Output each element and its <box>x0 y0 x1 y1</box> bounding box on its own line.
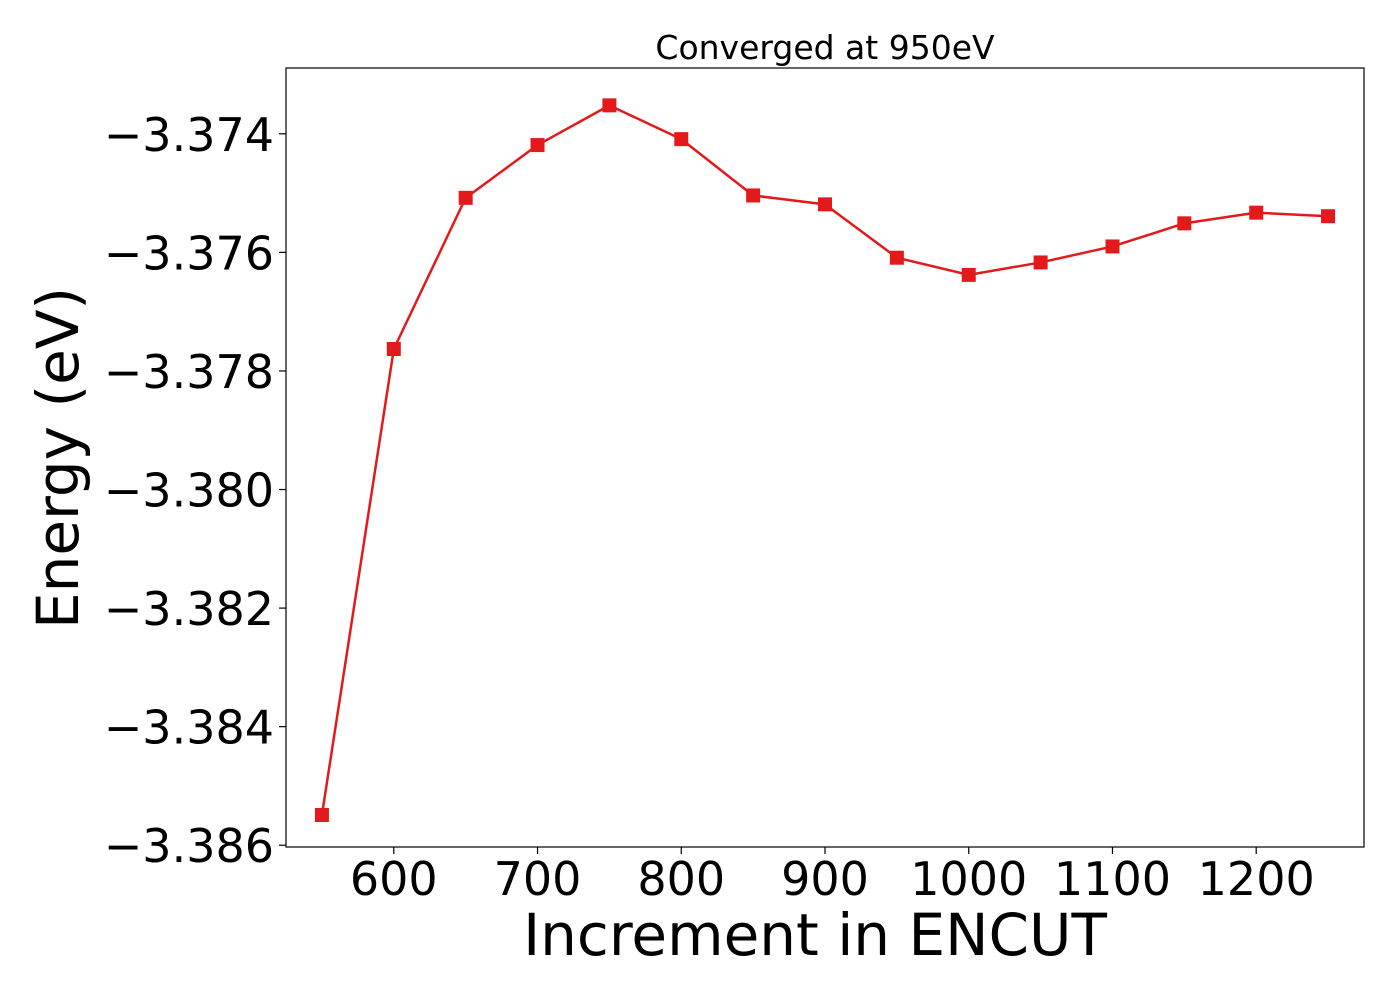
x-tick-label: 1000 <box>910 852 1027 906</box>
x-axis-ticks: 600 700 800 900 1000 1100 1200 <box>350 847 1315 906</box>
data-point-marker <box>458 190 473 205</box>
y-tick-label: −3.378 <box>104 345 274 399</box>
plot-frame <box>285 67 1365 848</box>
data-point-marker <box>1105 239 1120 254</box>
y-tick-label: −3.384 <box>104 701 274 755</box>
x-tick-label: 800 <box>637 852 725 906</box>
y-axis-ticks: −3.374 −3.376 −3.378 −3.380 −3.382 −3.384 −3.3… <box>104 108 286 873</box>
x-tick-label: 1100 <box>1054 852 1171 906</box>
x-tick-label: 600 <box>350 852 438 906</box>
plot-series <box>314 98 1336 822</box>
data-point-marker <box>746 188 761 203</box>
y-tick-label: −3.382 <box>104 582 274 636</box>
y-axis-label: Energy (eV) <box>24 287 92 629</box>
data-point-marker <box>674 132 689 147</box>
y-tick-label: −3.380 <box>104 464 274 518</box>
data-point-marker <box>1249 205 1264 220</box>
data-point-marker <box>314 807 329 822</box>
chart-title: Converged at 950eV <box>655 28 995 67</box>
data-point-marker <box>1177 216 1192 231</box>
x-tick-label: 700 <box>494 852 582 906</box>
data-point-marker <box>386 342 401 357</box>
data-point-marker <box>1321 209 1336 224</box>
x-tick-label: 1200 <box>1198 852 1315 906</box>
x-tick-label: 900 <box>781 852 869 906</box>
x-axis-label: Increment in ENCUT <box>523 901 1107 969</box>
data-point-marker <box>818 197 832 212</box>
y-tick-label: −3.374 <box>104 108 274 162</box>
data-point-marker <box>889 250 904 265</box>
data-point-marker <box>1033 255 1048 270</box>
data-point-marker <box>530 138 545 153</box>
y-tick-label: −3.386 <box>104 819 274 873</box>
y-tick-label: −3.376 <box>104 226 274 280</box>
data-point-marker <box>961 267 976 282</box>
data-point-marker <box>602 98 617 113</box>
